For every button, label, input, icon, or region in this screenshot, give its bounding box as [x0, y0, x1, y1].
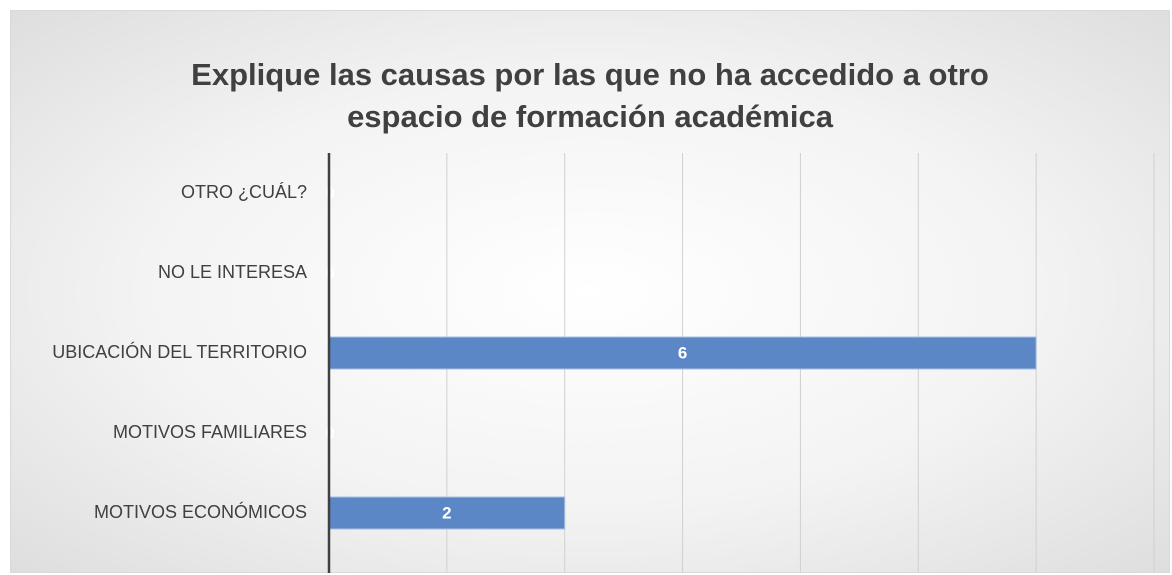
bar [328, 496, 566, 530]
y-tick-label: UBICACIÓN DEL TERRITORIO [52, 341, 307, 362]
y-tick-label: MOTIVOS ECONÓMICOS [94, 501, 307, 522]
y-tick-label: OTRO ¿CUÁL? [181, 182, 307, 202]
bar [328, 336, 1037, 370]
chart-area [10, 10, 1170, 573]
y-tick-label: NO LE INTERESA [158, 262, 307, 282]
y-tick-label: MOTIVOS FAMILIARES [113, 422, 307, 442]
value-label: 2 [442, 503, 451, 522]
chart-title: Explique las causas por las que no ha ac… [191, 57, 989, 134]
value-label: 6 [678, 343, 687, 362]
